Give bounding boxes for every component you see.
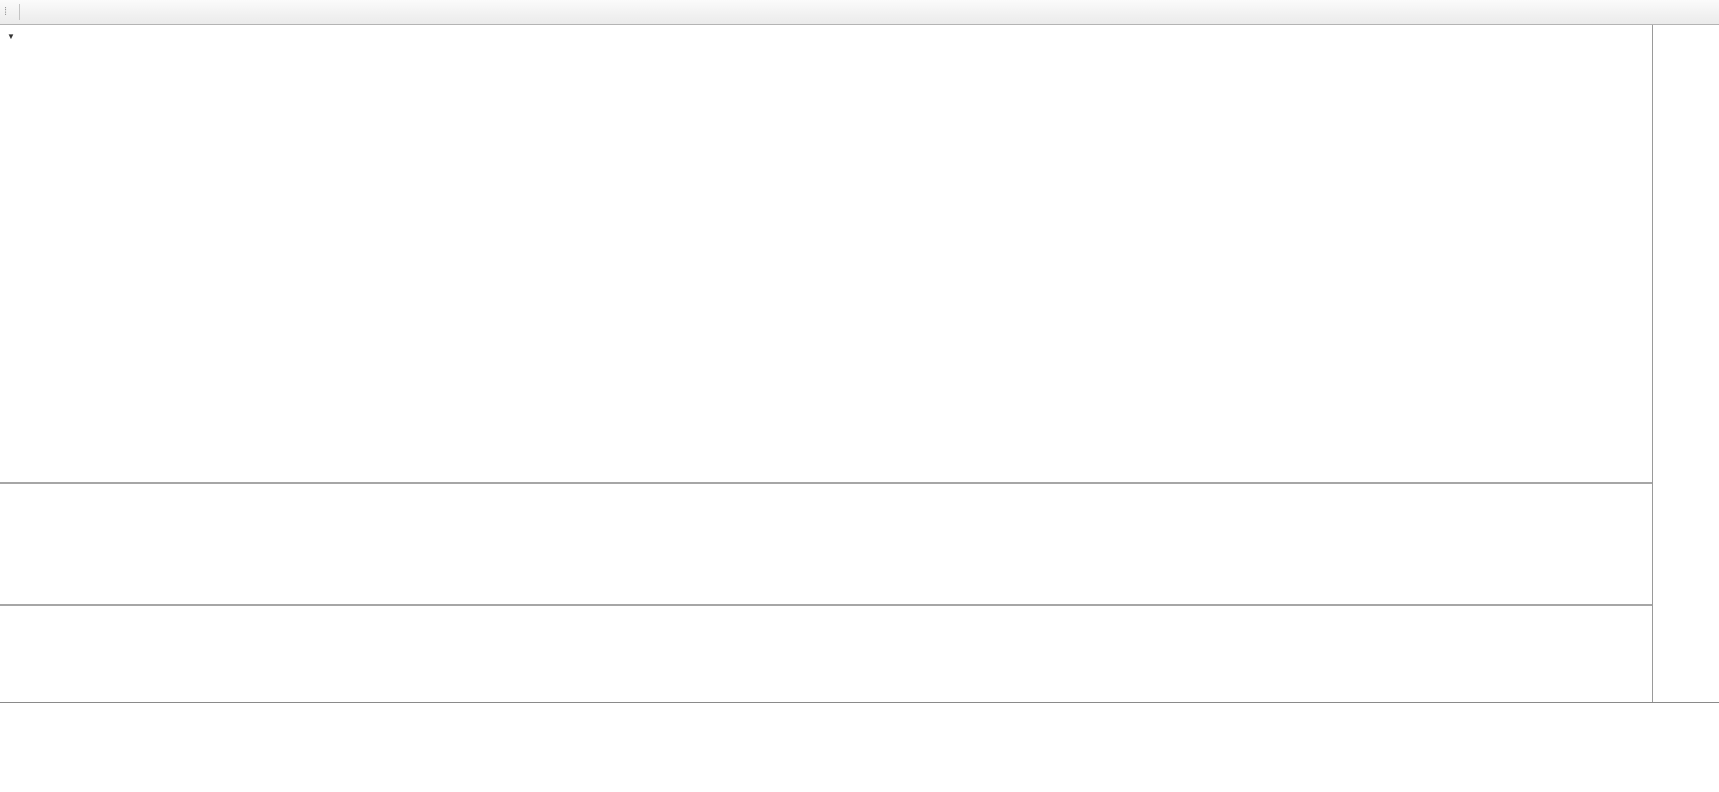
pane-separator-macd[interactable] (0, 482, 1719, 484)
macd-label (7, 487, 17, 499)
price-chart-canvas[interactable] (0, 25, 300, 175)
rsi-label (7, 610, 12, 622)
bottom-margin (0, 725, 1719, 792)
symbol-ohlc-label: ▼ (7, 30, 26, 42)
chart-area: ▼ (0, 25, 1719, 792)
toolbar-separator (19, 4, 21, 20)
chevron-down-icon[interactable]: ▼ (7, 32, 15, 41)
toolbar-grip[interactable]: ⁞ (4, 6, 8, 18)
time-axis[interactable] (0, 702, 1719, 725)
toolbar: ⁞ (0, 0, 1719, 25)
pane-separator-rsi[interactable] (0, 604, 1719, 606)
price-axis[interactable] (1652, 25, 1719, 702)
